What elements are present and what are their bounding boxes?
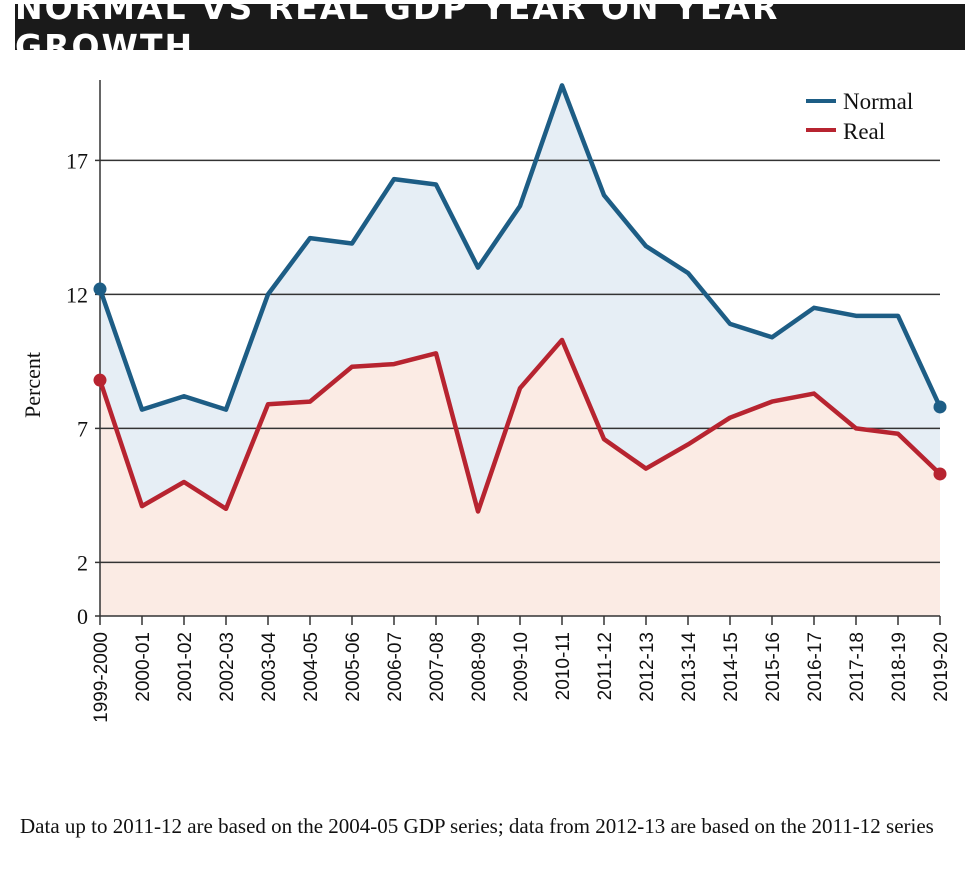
x-tick-label: 2000-01 <box>133 632 154 702</box>
real-area-fill <box>100 339 940 616</box>
x-tick-label: 2019-20 <box>931 632 952 702</box>
chart-title: NORMAL VS REAL GDP YEAR ON YEAR GROWTH <box>15 0 965 66</box>
y-tick-label: 17 <box>66 148 88 173</box>
series-points <box>93 282 947 481</box>
x-tick-label: 2006-07 <box>385 632 406 702</box>
x-tick-label: 2005-06 <box>343 632 364 702</box>
x-tick-label: 2017-18 <box>847 632 868 702</box>
x-tick-label: 2009-10 <box>511 632 532 702</box>
y-tick-label: 12 <box>66 282 88 307</box>
y-tick-labels: 0 2 7 12 17 <box>66 148 88 629</box>
footnote: Data up to 2011-12 are based on the 2004… <box>20 814 934 838</box>
x-tick-label: 2002-03 <box>217 632 238 702</box>
x-tick-label: 2004-05 <box>301 632 322 702</box>
y-tick-label: 0 <box>77 604 88 629</box>
series-endpoint-normal <box>93 282 107 296</box>
x-tick-label: 2010-11 <box>553 632 574 700</box>
series-line-real <box>97 337 943 514</box>
y-axis-label: Percent <box>20 352 45 418</box>
legend: Normal Real <box>806 89 913 144</box>
y-tick-label: 2 <box>77 550 88 575</box>
area-fills <box>100 85 940 617</box>
x-tick-label: 2013-14 <box>679 632 700 702</box>
legend-label-real: Real <box>843 119 885 144</box>
series-line-normal <box>97 83 943 412</box>
series-endpoint-normal <box>933 400 947 414</box>
legend-label-normal: Normal <box>843 89 913 114</box>
series-lines <box>97 83 943 514</box>
x-tick-label: 2012-13 <box>637 632 658 702</box>
series-endpoint-real <box>933 467 947 481</box>
x-tick-label: 2003-04 <box>259 632 280 702</box>
x-tick-label: 2016-17 <box>805 632 826 702</box>
x-tick-label: 2001-02 <box>175 632 196 702</box>
y-tick-label: 7 <box>77 416 88 441</box>
line-chart: 0 2 7 12 17 1999-2000 2000-01 2001-02 2002-03 20… <box>20 80 952 723</box>
x-tick-label: 2007-08 <box>427 632 448 702</box>
x-tick-label: 2014-15 <box>721 632 742 702</box>
x-tick-label: 2018-19 <box>889 632 910 702</box>
x-tick-label: 2008-09 <box>469 632 490 702</box>
x-tick-label: 2015-16 <box>763 632 784 702</box>
x-tick-label: 1999-2000 <box>91 632 112 723</box>
gridlines <box>95 159 940 617</box>
series-endpoint-real <box>93 373 107 387</box>
x-tick-label: 2011-12 <box>595 632 616 700</box>
x-tick-labels: 1999-2000 2000-01 2001-02 2002-03 2003-04 200… <box>91 616 952 723</box>
